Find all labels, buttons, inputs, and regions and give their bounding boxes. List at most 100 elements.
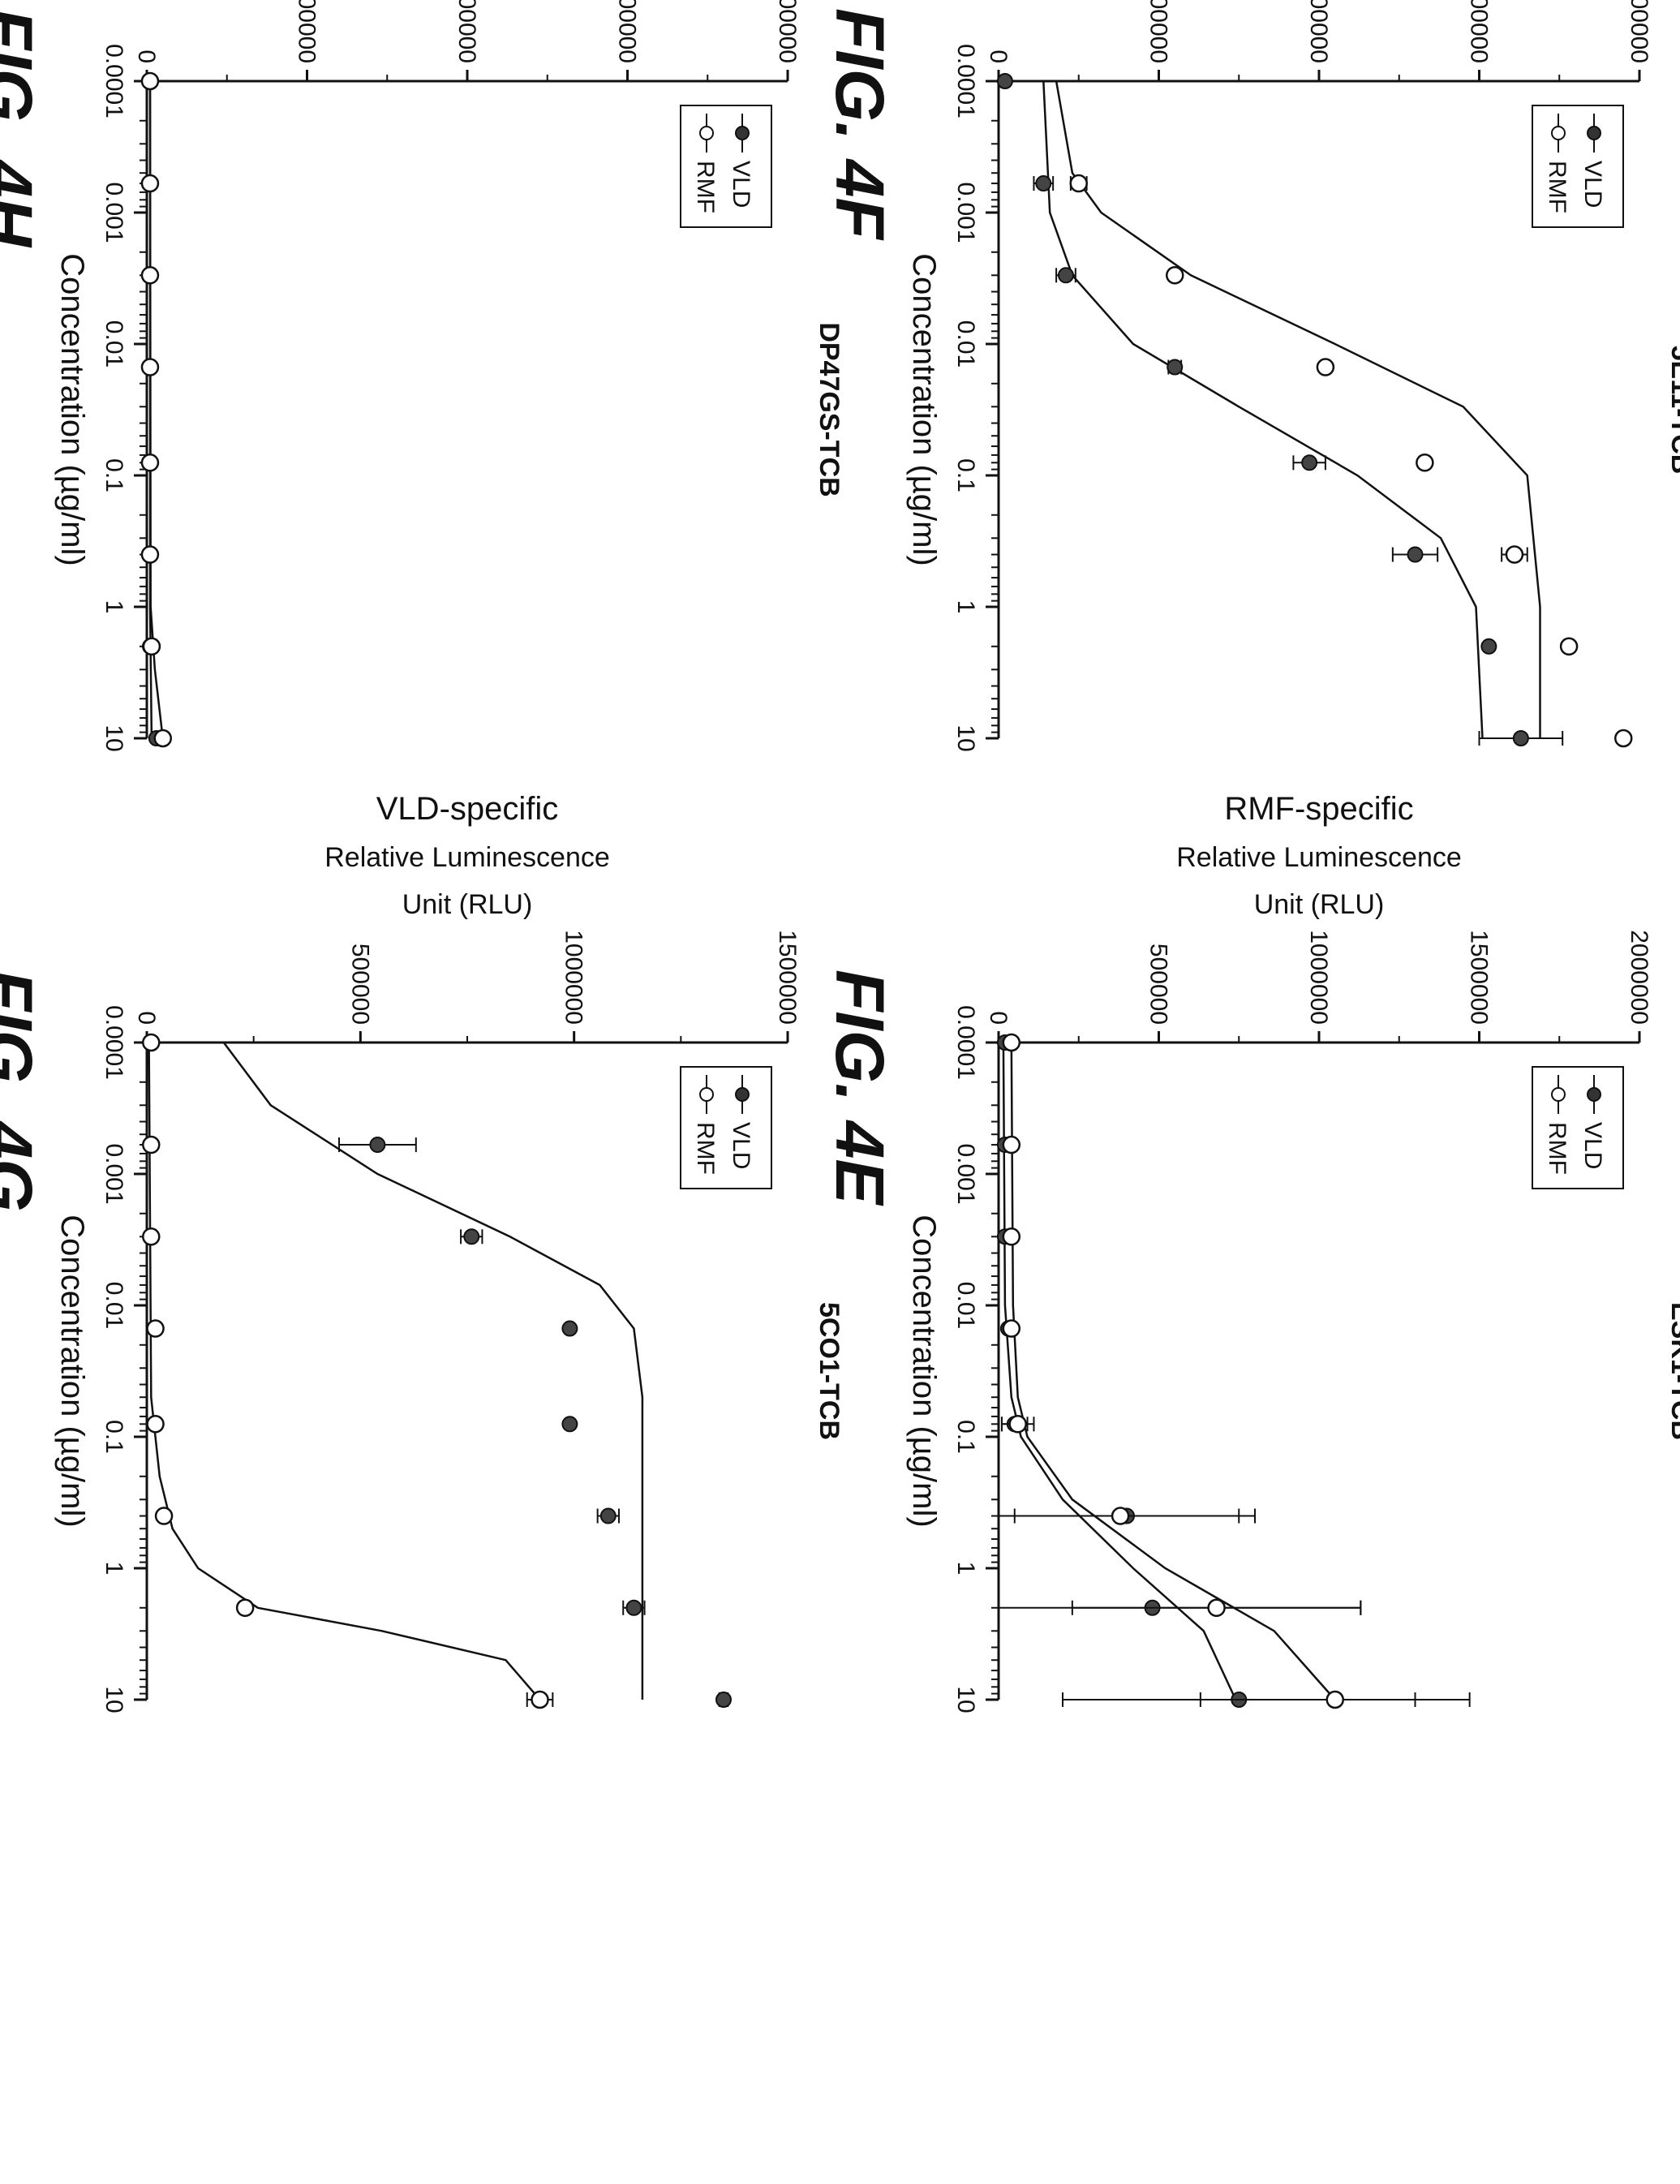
data-point-open — [153, 729, 172, 748]
data-point-open — [140, 358, 160, 376]
data-point-open — [140, 174, 160, 193]
x-tick-label: 0.01 — [952, 320, 979, 368]
legend-entry-label: RMF — [692, 1122, 719, 1175]
legend-entry-label: VLD — [728, 161, 754, 208]
data-point-open — [235, 1598, 255, 1618]
data-point-filled — [561, 1416, 578, 1433]
fit-curve — [1010, 1042, 1336, 1700]
legend-marker-filled — [1587, 126, 1601, 140]
x-tick-label: 0.0001 — [952, 44, 979, 118]
data-point-filled — [599, 1507, 617, 1524]
y-tick-label: 0 — [985, 49, 1012, 63]
legend-marker-filled — [735, 1087, 750, 1102]
fit-curve — [222, 1042, 644, 1700]
data-point-filled — [715, 1692, 732, 1708]
data-point-open — [146, 1415, 165, 1434]
data-point-filled — [1301, 454, 1318, 471]
series-rmf — [998, 1033, 1471, 1709]
y-axis-title-line: Unit (RLU) — [1254, 889, 1385, 920]
data-point-open — [146, 1319, 165, 1338]
y-tick-label: 2000000 — [774, 0, 801, 63]
y-axis-title: VLD-specific Relative Luminescence Unit (R… — [324, 791, 610, 920]
chart-title: ESK1-TCB — [1665, 1302, 1680, 1440]
x-tick-label: 0.01 — [101, 1282, 127, 1329]
data-point-open — [1069, 174, 1088, 193]
data-point-open — [1002, 1033, 1021, 1052]
y-axis-title-line: Unit (RLU) — [402, 889, 533, 920]
data-point-open — [142, 637, 161, 656]
data-point-open — [140, 454, 160, 472]
data-point-filled — [369, 1137, 386, 1154]
data-point-open — [1166, 266, 1184, 285]
legend: VLD RMF — [680, 105, 772, 228]
y-tick-label: 1500000 — [774, 930, 801, 1025]
data-point-open — [1614, 729, 1633, 748]
y-tick-label: 1000000 — [1305, 930, 1332, 1025]
chart-title: DP47GS-TCB — [814, 322, 844, 497]
data-point-filled — [1035, 175, 1052, 192]
data-point-filled — [1480, 638, 1497, 655]
legend: VLD RMF — [1532, 105, 1624, 228]
x-axis-title: Concentration (µg/ml) — [54, 1215, 90, 1527]
chart-panel-4f: 0.0001 0.001 0.01 0.1 1 10 0 500000 1000000 15000… — [822, 0, 1680, 752]
y-axis-title-line: Relative Luminescence — [1176, 842, 1462, 873]
data-point-open — [1505, 545, 1524, 564]
data-point-filled — [1167, 359, 1184, 376]
y-tick-label: 0 — [985, 1011, 1012, 1025]
data-point-open — [140, 545, 160, 564]
data-point-open — [1008, 1415, 1027, 1434]
data-point-open — [1111, 1507, 1130, 1525]
x-tick-label: 0.1 — [101, 1420, 127, 1454]
fit-curve — [1002, 1042, 1237, 1700]
x-tick-label: 0.1 — [101, 458, 127, 492]
data-point-filled — [1407, 546, 1424, 563]
x-tick-label: 1 — [952, 1562, 979, 1576]
y-tick-label: 2000000 — [1626, 0, 1652, 63]
data-point-open — [1559, 637, 1579, 656]
y-axis-title-line: RMF-specific — [1224, 791, 1413, 827]
data-point-open — [1326, 1690, 1344, 1709]
data-point-filled — [1512, 730, 1529, 746]
legend-entry-label: RMF — [692, 161, 719, 213]
data-point-open — [1002, 1227, 1021, 1246]
x-tick-label: 10 — [101, 724, 127, 751]
chart-panel-4g: 0.0001 0.001 0.01 0.1 1 10 0 500000 1000000 15000… — [0, 791, 844, 1713]
series-rmf — [140, 71, 172, 748]
y-axis-title: RMF-specific Relative Luminescence Unit (R… — [1176, 791, 1462, 920]
data-point-open — [142, 1033, 161, 1052]
y-tick-label: 500000 — [346, 944, 373, 1025]
x-tick-label: 0.01 — [952, 1282, 979, 1329]
x-tick-label: 0.001 — [101, 1143, 127, 1204]
data-point-open — [140, 266, 160, 285]
data-point-open — [142, 1135, 161, 1154]
x-tick-label: 0.0001 — [952, 1005, 979, 1080]
x-axis-title: Concentration (µg/ml) — [906, 1215, 942, 1527]
data-point-open — [531, 1690, 549, 1709]
data-point-open — [1316, 358, 1335, 376]
series-rmf — [1055, 80, 1633, 748]
x-tick-label: 0.001 — [952, 182, 979, 243]
data-point-filled — [996, 73, 1013, 89]
x-tick-label: 0.01 — [101, 320, 127, 368]
series-rmf — [142, 1033, 554, 1709]
y-tick-label: 0 — [133, 1011, 160, 1025]
series-vld — [996, 73, 1564, 746]
fit-curve — [1055, 80, 1541, 738]
data-point-open — [1002, 1135, 1021, 1154]
x-tick-label: 1 — [101, 1562, 127, 1576]
y-tick-label: 1500000 — [1466, 930, 1493, 1025]
fit-curve — [148, 1042, 541, 1700]
legend-marker-open — [699, 126, 714, 140]
legend-marker-open — [699, 1087, 714, 1102]
y-tick-label: 0 — [133, 49, 160, 63]
x-tick-label: 0.001 — [101, 182, 127, 243]
x-tick-label: 10 — [101, 1686, 127, 1713]
x-tick-label: 0.1 — [952, 458, 979, 492]
chart-panel-4h: 0.0001 0.001 0.01 0.1 1 10 0 500000 1000000 15000… — [0, 0, 844, 752]
legend: VLD RMF — [1532, 1066, 1624, 1189]
data-point-filled — [561, 1320, 578, 1337]
data-point-filled — [1057, 267, 1074, 284]
data-point-filled — [463, 1228, 480, 1245]
figure-label: FIG. 4H — [0, 8, 46, 248]
